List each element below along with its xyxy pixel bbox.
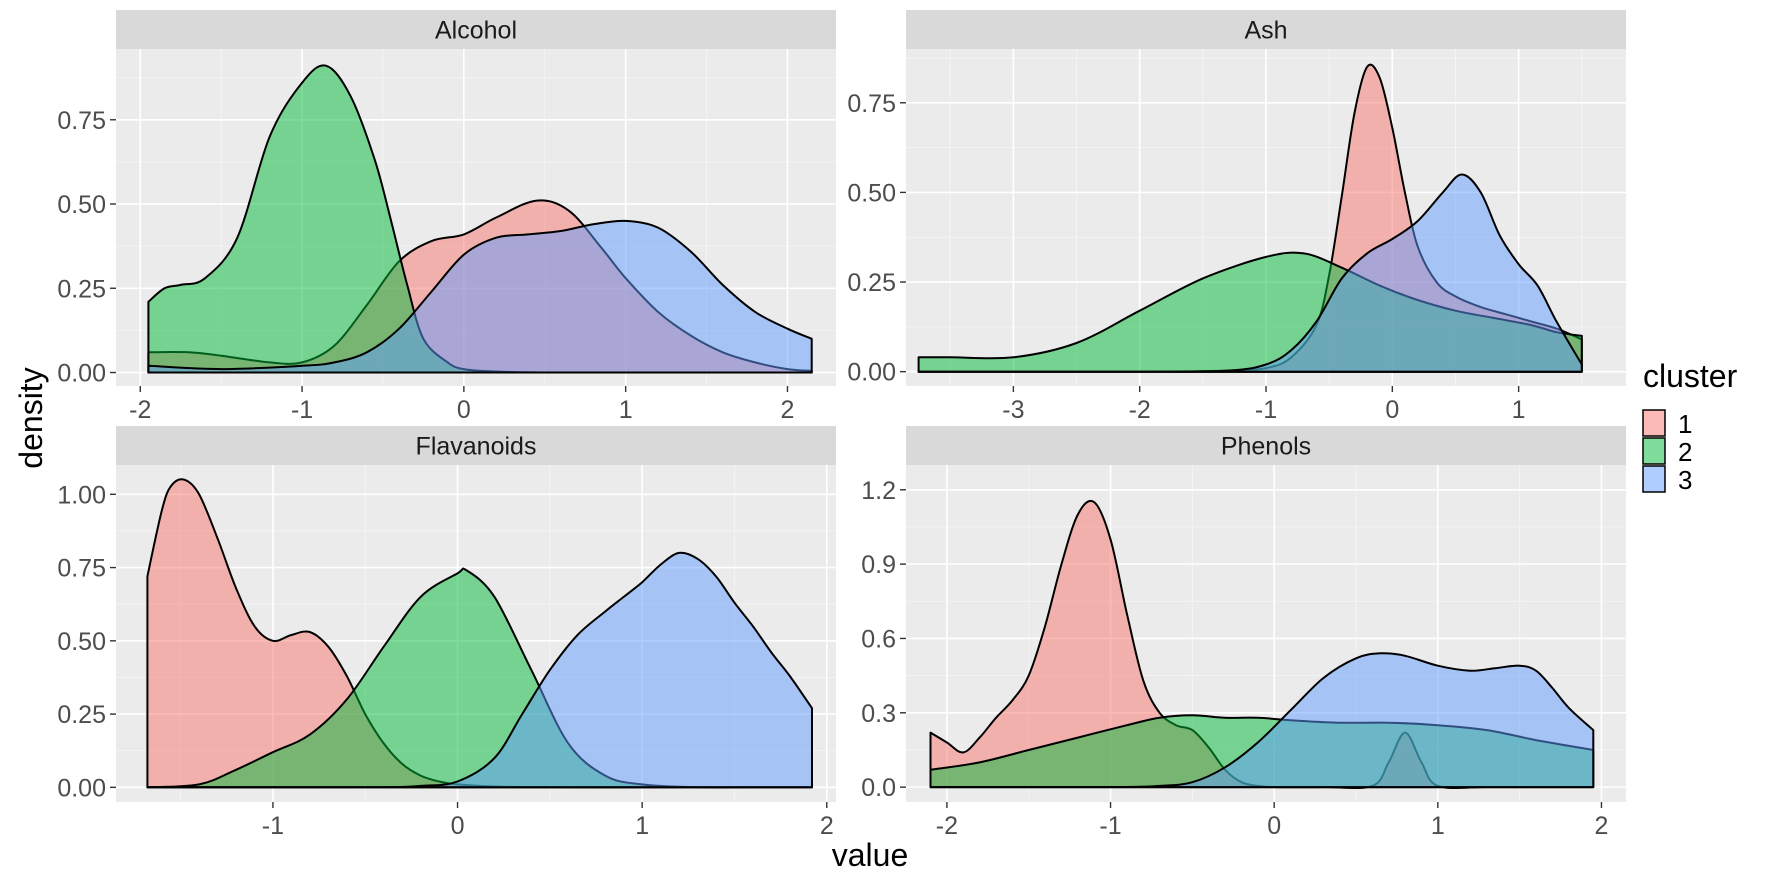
x-tick-label: 1 bbox=[1431, 812, 1445, 840]
x-tick-label: -3 bbox=[1002, 396, 1024, 424]
density-areas bbox=[147, 64, 813, 374]
facet-panel-flavanoids: Flavanoids -1 0 1 2 0.00 0.25 0.50 0.75 1.00 bbox=[57, 426, 836, 840]
y-tick-label: 0.25 bbox=[57, 275, 106, 303]
x-tick-label: 2 bbox=[781, 396, 795, 424]
density-areas bbox=[146, 478, 813, 789]
x-tick-label: -1 bbox=[291, 396, 313, 424]
facet-strip-label: Alcohol bbox=[435, 17, 517, 45]
density-areas bbox=[917, 63, 1583, 373]
x-tick-label: 0 bbox=[1385, 396, 1399, 424]
legend: cluster 123 bbox=[1642, 358, 1738, 495]
facet-panel-alcohol: Alcohol -2 -1 0 1 2 0.00 0.25 0.50 0.75 bbox=[57, 10, 836, 424]
density-area-cluster-3 bbox=[929, 652, 1595, 789]
legend-label: 1 bbox=[1678, 409, 1692, 439]
y-tick-label: 0.75 bbox=[847, 90, 896, 118]
x-tick-label: -2 bbox=[129, 396, 151, 424]
facet-strip-label: Phenols bbox=[1221, 433, 1311, 461]
x-tick-label: -2 bbox=[1129, 396, 1151, 424]
facet-panel-ash: Ash -3 -2 -1 0 1 0.00 0.25 0.50 0.75 bbox=[847, 10, 1626, 424]
facet-panel-phenols: Phenols -2 -1 0 1 2 0.0 0.3 0.6 0.9 1.2 bbox=[861, 426, 1626, 840]
legend-item-cluster-3: 3 bbox=[1642, 465, 1692, 495]
facet-strip bbox=[906, 426, 1626, 465]
y-tick-label: 0.00 bbox=[847, 359, 896, 387]
facet-strip-label: Ash bbox=[1244, 17, 1287, 45]
y-tick-label: 0.75 bbox=[57, 107, 106, 135]
legend-key bbox=[1642, 465, 1666, 493]
x-tick-label: -1 bbox=[1255, 396, 1277, 424]
facet-strip bbox=[116, 10, 836, 49]
x-tick-label: 0 bbox=[1267, 812, 1281, 840]
x-tick-label: 0 bbox=[451, 812, 465, 840]
density-area-cluster-3 bbox=[917, 173, 1583, 373]
y-tick-label: 0.6 bbox=[861, 625, 896, 653]
x-axis-title: value bbox=[832, 837, 909, 873]
legend-key bbox=[1642, 437, 1666, 465]
facet-strip-label: Flavanoids bbox=[416, 433, 537, 461]
density-area-cluster-3 bbox=[147, 219, 813, 374]
x-tick-label: -1 bbox=[1099, 812, 1121, 840]
x-tick-label: 1 bbox=[619, 396, 633, 424]
x-tick-label: 2 bbox=[820, 812, 834, 840]
density-area-cluster-3 bbox=[146, 551, 813, 789]
y-tick-label: 0.0 bbox=[861, 774, 896, 802]
y-tick-label: 0.9 bbox=[861, 551, 896, 579]
y-tick-label: 0.3 bbox=[861, 700, 896, 728]
legend-title: cluster bbox=[1643, 358, 1738, 394]
legend-item-cluster-2: 2 bbox=[1642, 437, 1692, 467]
legend-key bbox=[1642, 409, 1666, 437]
y-tick-label: 0.00 bbox=[57, 360, 106, 388]
x-tick-label: 2 bbox=[1595, 812, 1609, 840]
y-tick-label: 1.2 bbox=[861, 477, 896, 505]
facet-strip bbox=[116, 426, 836, 465]
y-tick-label: 0.25 bbox=[847, 269, 896, 297]
x-tick-label: -1 bbox=[262, 812, 284, 840]
y-axis-title: density bbox=[13, 367, 49, 468]
x-tick-label: 0 bbox=[457, 396, 471, 424]
legend-label: 2 bbox=[1678, 437, 1692, 467]
y-tick-label: 0.00 bbox=[57, 774, 106, 802]
x-tick-label: -2 bbox=[936, 812, 958, 840]
y-tick-label: 1.00 bbox=[57, 481, 106, 509]
density-areas bbox=[929, 499, 1595, 790]
legend-label: 3 bbox=[1678, 465, 1692, 495]
y-tick-label: 0.75 bbox=[57, 555, 106, 583]
x-tick-label: 1 bbox=[1512, 396, 1526, 424]
y-tick-label: 0.25 bbox=[57, 701, 106, 729]
y-tick-label: 0.50 bbox=[57, 628, 106, 656]
y-tick-label: 0.50 bbox=[57, 191, 106, 219]
x-tick-label: 1 bbox=[635, 812, 649, 840]
legend-item-cluster-1: 1 bbox=[1642, 409, 1692, 439]
facet-strip bbox=[906, 10, 1626, 49]
y-tick-label: 0.50 bbox=[847, 179, 896, 207]
